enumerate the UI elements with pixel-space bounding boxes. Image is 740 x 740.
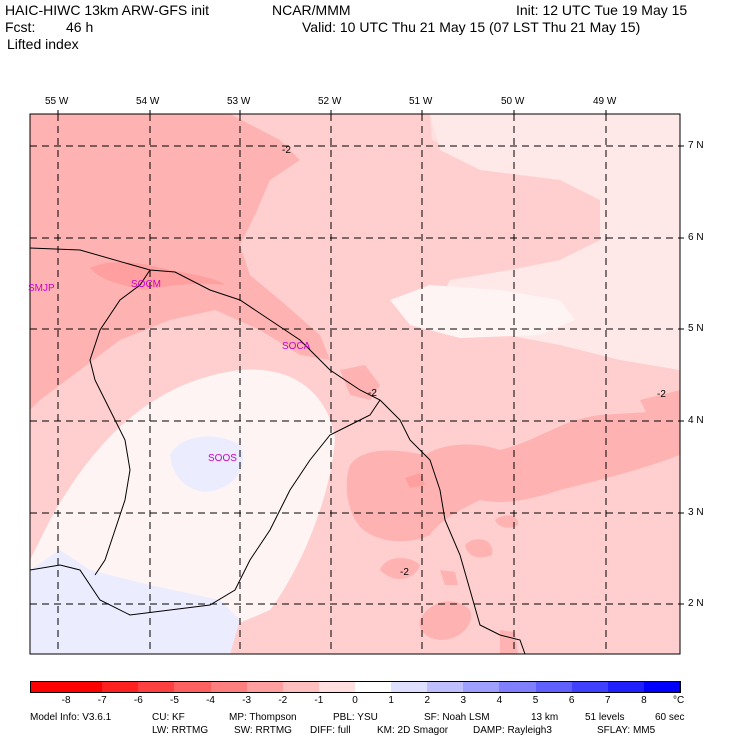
lon-label-52w: 52 W	[318, 96, 342, 107]
lat-label-6n: 6 N	[688, 232, 704, 243]
field-li-minus3-spot	[405, 473, 425, 488]
lat-label-4n: 4 N	[688, 415, 704, 426]
colorbar-tick-label: 3	[460, 695, 467, 706]
init-time: Init: 12 UTC Tue 19 May 15	[516, 2, 688, 18]
border-suriname-guyana	[89, 269, 151, 576]
station-label-soca: SOCA	[282, 341, 311, 352]
lat-label-2n: 2 N	[688, 598, 704, 609]
field-li-minus2-s2	[465, 539, 493, 558]
field-li-positive-soos	[170, 436, 244, 492]
colorbar-tick-label: 1	[388, 695, 394, 706]
lon-label-55w: 55 W	[45, 96, 69, 107]
station-label-smjp: SMJP	[28, 283, 55, 294]
footer-cu: CU: KF	[152, 712, 185, 723]
footer-levels: 51 levels	[585, 712, 625, 723]
footer-model-info: Model Info: V3.6.1	[30, 712, 112, 723]
lon-label-50w: 50 W	[501, 96, 525, 107]
lon-label-51w: 51 W	[409, 96, 433, 107]
colorbar-tick-label: -6	[133, 695, 143, 706]
lat-label-7n: 7 N	[688, 140, 704, 151]
field-li-minus2-ne	[640, 390, 680, 420]
contour-label: -2	[400, 567, 409, 578]
colorbar-tick-label: 2	[424, 695, 430, 706]
contour-label: -2	[657, 389, 666, 400]
colorbar-tick-label: 6	[568, 695, 575, 706]
colorbar-cell	[643, 681, 682, 693]
footer-lw: LW: RRTMG	[152, 725, 209, 736]
footer-diff: DIFF: full	[310, 725, 351, 736]
field-li-minus2-s4	[440, 570, 458, 585]
forecast-label: Fcst:	[5, 19, 36, 35]
station-label-socm: SOCM	[131, 279, 161, 290]
footer-sflay: SFLAY: MM5	[597, 725, 656, 736]
lon-label-53w: 53 W	[227, 96, 251, 107]
lon-label-54w: 54 W	[136, 96, 160, 107]
footer-sf: SF: Noah LSM	[424, 712, 490, 723]
org-label: NCAR/MMM	[272, 2, 351, 18]
colorbar-frame	[30, 681, 680, 693]
field-li-zero-patch	[390, 285, 575, 338]
colorbar-tick-label: 5	[532, 695, 539, 706]
contour-label: -2	[282, 145, 291, 156]
contour-label: -2	[368, 388, 377, 399]
lon-label-49w: 49 W	[593, 96, 617, 107]
footer-resolution: 13 km	[531, 712, 559, 723]
grid-lines	[30, 114, 680, 654]
footer-mp: MP: Thompson	[229, 712, 297, 723]
colorbar-unit: °C	[673, 695, 685, 706]
colorbar-tick-label: -8	[61, 695, 71, 706]
field-li-minus2-s5	[419, 601, 471, 640]
colorbar-tick-label: 7	[604, 695, 611, 706]
coastline	[30, 247, 526, 654]
colorbar-tick-label: -3	[242, 695, 252, 706]
footer-km: KM: 2D Smagor	[377, 725, 449, 736]
field-li-minus2-se	[346, 410, 680, 542]
lat-label-5n: 5 N	[688, 323, 704, 334]
lat-label-3n: 3 N	[688, 507, 704, 518]
colorbar-tick-label: 4	[496, 695, 503, 706]
colorbar-tick-label: -5	[169, 695, 179, 706]
model-title: HAIC-HIWC 13km ARW-GFS init	[5, 2, 210, 18]
border-suriname-fg	[30, 399, 381, 616]
colorbar-tick-label: 8	[641, 695, 647, 706]
footer-timestep: 60 sec	[655, 712, 685, 723]
valid-time: Valid: 10 UTC Thu 21 May 15 (07 LST Thu …	[302, 19, 641, 35]
colorbar-tick-label: -4	[206, 695, 215, 706]
footer-sw: SW: RRTMG	[234, 725, 292, 736]
field-li-minus2-coast	[340, 365, 380, 400]
footer-damp: DAMP: Rayleigh3	[473, 725, 552, 736]
field-li-minus2-s1	[380, 558, 420, 580]
colorbar-tick-label: -1	[314, 695, 324, 706]
footer-pbl: PBL: YSU	[333, 712, 378, 723]
colorbar-tick-label: -2	[278, 695, 288, 706]
station-label-soos: SOOS	[208, 453, 237, 464]
field-li-minus3-band	[90, 262, 225, 290]
field-name: Lifted index	[7, 36, 79, 52]
colorbar-tick-label: 0	[352, 695, 358, 706]
field-li-positive-sw	[30, 550, 240, 654]
map-frame	[29, 113, 681, 655]
forecast-hour: 46 h	[66, 19, 94, 35]
colorbar-tick-label: -7	[97, 695, 107, 706]
field-li-minus2-nw	[30, 114, 330, 410]
field-li-minus2-s3	[495, 515, 519, 528]
axis-ticks	[57, 110, 684, 605]
